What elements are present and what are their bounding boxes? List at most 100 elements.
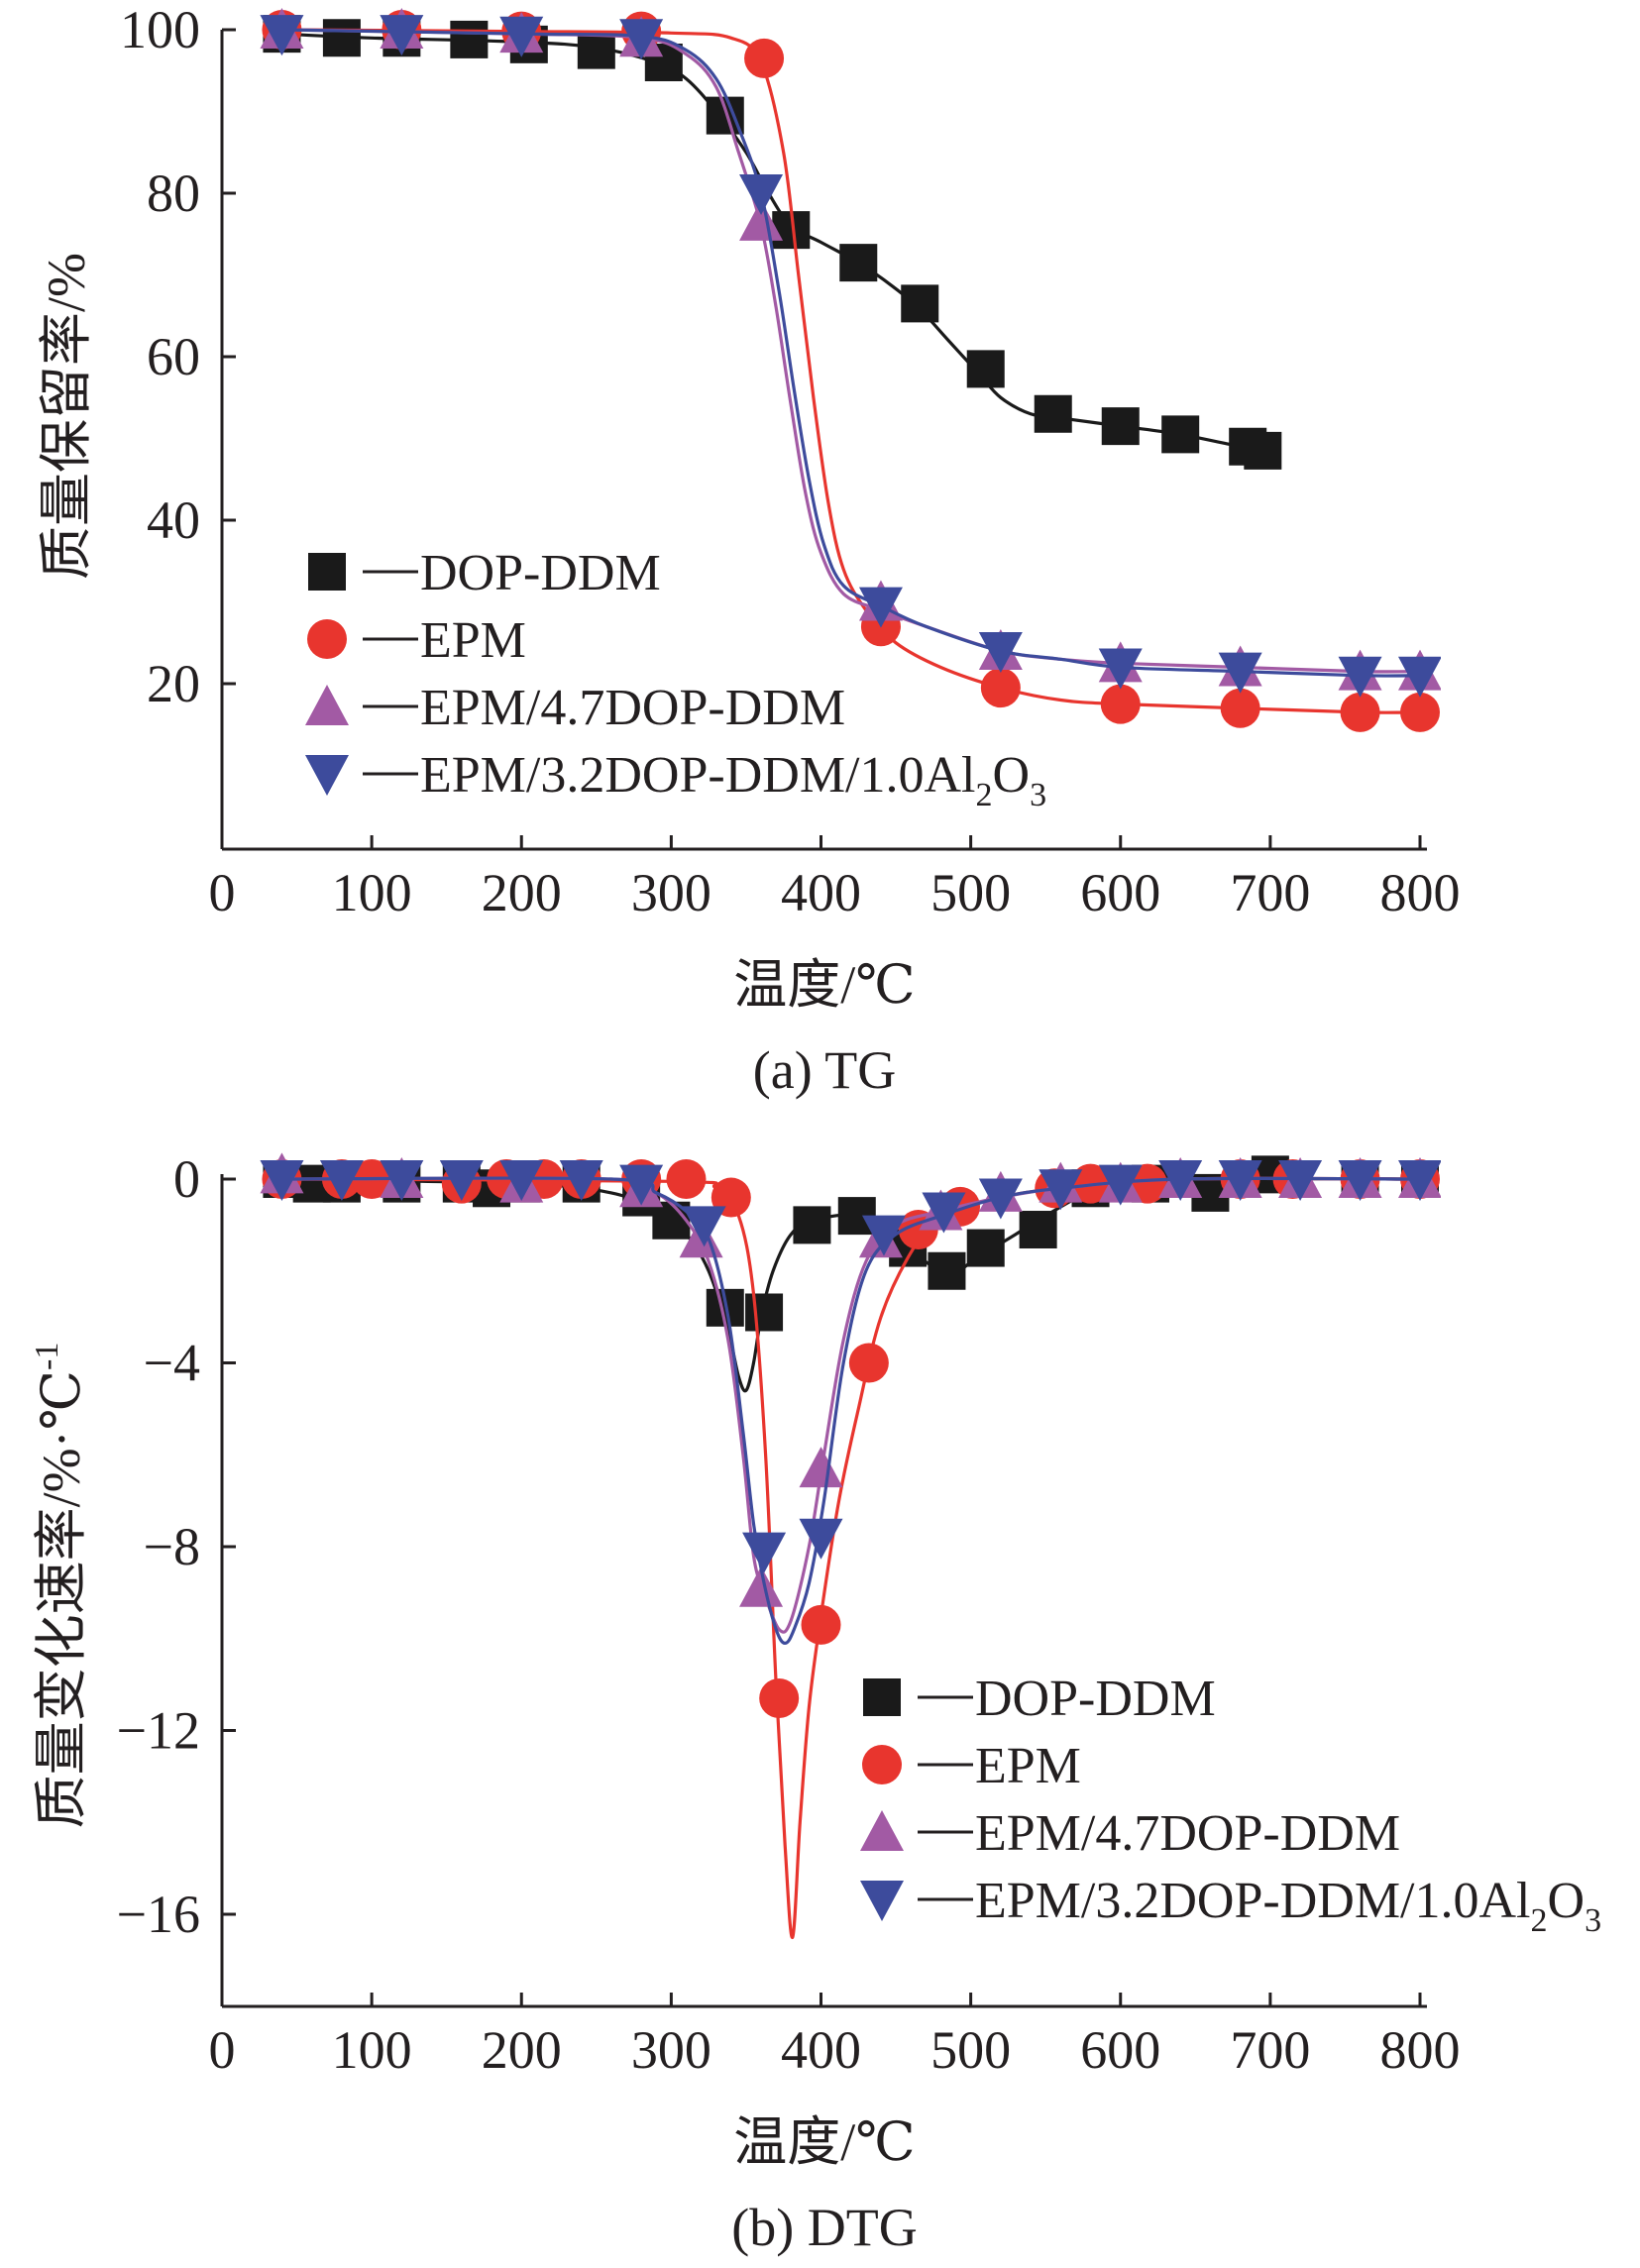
tg-data-point: [739, 199, 784, 241]
tg-legend-label: EPM: [420, 612, 526, 669]
tg-data-point: [380, 15, 424, 56]
dtg-data-point: [260, 1160, 304, 1201]
tg-y-tick-label: 40: [147, 490, 200, 550]
tg-legend-marker: [305, 685, 349, 725]
dtg-data-point: [559, 1160, 603, 1201]
tg-data-point: [1098, 648, 1143, 690]
dtg-y-axis-title: 质量变化速率/%·℃-1: [29, 1343, 91, 1829]
dtg-x-tick-label: 500: [930, 2020, 1011, 2080]
dtg-y-tick-label: −12: [117, 1701, 200, 1761]
tg-x-tick-label: 600: [1080, 863, 1160, 922]
tg-y-tick-label: 60: [147, 327, 200, 386]
dtg-legend-item: EPM/3.2DOP-DDM/1.0Al2O3: [860, 1873, 1601, 1939]
tg-legend-item: EPM/3.2DOP-DDM/1.0Al2O3: [305, 747, 1046, 813]
tg-legend: DOP-DDM EPM EPM/4.7DOP-DDM EPM/3.2DOP-DDM/1…: [305, 545, 1046, 813]
tg-legend-marker: [308, 553, 346, 591]
dtg-y-tick-label: 0: [173, 1149, 200, 1209]
dtg-x-tick-label: 600: [1080, 2020, 1160, 2080]
tg-x-tick-label: 300: [631, 863, 711, 922]
tg-data-point: [1100, 684, 1141, 724]
dtg-data-point: [380, 1160, 424, 1201]
dtg-legend-label: EPM: [975, 1738, 1081, 1794]
dtg-series-line: [281, 1176, 1421, 1646]
dtg-x-tick-label: 100: [332, 2020, 412, 2080]
tg-series-3: [260, 15, 1441, 698]
dtg-data-point: [1278, 1160, 1323, 1201]
tg-data-point: [1340, 692, 1380, 732]
dtg-caption: (b) DTG: [731, 2198, 917, 2257]
dtg-y-tick-label: −4: [144, 1334, 200, 1393]
dtg-y-tick-label: −8: [144, 1517, 200, 1576]
dtg-data-point: [978, 1178, 1023, 1220]
dtg-data-point: [1127, 1163, 1167, 1204]
tg-data-point: [1161, 415, 1200, 454]
dtg-legend-item: EPM/4.7DOP-DDM: [860, 1805, 1400, 1862]
tg-data-point: [839, 244, 878, 282]
dtg-legend: DOP-DDM EPM EPM/4.7DOP-DDM EPM/3.2DOP-DDM/1…: [860, 1671, 1601, 1939]
tg-data-point: [619, 19, 664, 60]
dtg-data-point: [745, 1293, 784, 1332]
tg-y-axis-title: 质量保留率/%: [37, 253, 96, 580]
dtg-legend-label: EPM/4.7DOP-DDM: [975, 1805, 1400, 1862]
dtg-data-point: [1019, 1211, 1057, 1249]
tg-data-point: [1101, 407, 1140, 446]
tg-data-point: [577, 31, 615, 69]
dtg-data-point: [861, 1215, 906, 1256]
tg-x-axis-title: 温度/℃: [733, 955, 915, 1015]
tg-data-point: [980, 668, 1021, 708]
dtg-legend-marker: [863, 1678, 901, 1716]
tg-caption: (a) TG: [753, 1040, 896, 1100]
dtg-x-tick-label: 800: [1380, 2020, 1461, 2080]
dtg-data-point: [848, 1343, 889, 1383]
tg-y-tick-label: 100: [120, 0, 200, 59]
dtg-x-tick-label: 0: [209, 2020, 236, 2080]
dtg-legend-item: DOP-DDM: [863, 1671, 1216, 1727]
tg-data-point: [978, 632, 1023, 673]
dtg-data-point: [1218, 1160, 1262, 1201]
dtg-y-axis-title-main: 质量变化速率/%·℃: [32, 1370, 91, 1828]
tg-data-point: [1398, 656, 1441, 698]
tg-x-tick-label: 500: [930, 863, 1011, 922]
tg-data-point: [499, 16, 544, 57]
dtg-data-point: [922, 1192, 966, 1234]
dtg-y-tick-label: −16: [117, 1885, 200, 1944]
tg-y-tick-label: 80: [147, 163, 200, 223]
tg-series-line: [281, 28, 1421, 714]
tg-x-tick-label: 0: [209, 863, 236, 922]
tg-y-tick-label: 20: [147, 654, 200, 713]
dtg-data-point: [1338, 1160, 1382, 1201]
dtg-legend-item: EPM: [862, 1738, 1081, 1794]
dtg-data-point: [801, 1604, 841, 1645]
dtg-data-point: [759, 1678, 800, 1719]
dtg-data-point: [1039, 1169, 1083, 1211]
dtg-data-point: [799, 1447, 843, 1488]
dtg-legend-label: EPM/3.2DOP-DDM/1.0Al2O3: [975, 1873, 1601, 1939]
dtg-data-point: [1158, 1160, 1203, 1201]
dtg-data-point: [742, 1532, 787, 1573]
tg-data-point: [966, 350, 1005, 388]
tg-data-point: [858, 587, 903, 628]
tg-legend-marker: [305, 755, 349, 796]
dtg-x-axis-title: 温度/℃: [733, 2112, 915, 2172]
tg-data-point: [744, 38, 785, 78]
tg-data-point: [1400, 692, 1440, 732]
tg-legend-item: EPM: [307, 612, 526, 669]
tg-legend-item: DOP-DDM: [308, 545, 661, 601]
dtg-legend-label: DOP-DDM: [975, 1671, 1216, 1727]
dtg-data-point: [1098, 1164, 1143, 1206]
dtg-chart: 0 100 200 300 400 500 600 700 800 0 −4 −8 −12 −16 DO…: [29, 1149, 1601, 2257]
tg-x-tick-label: 700: [1230, 863, 1310, 922]
dtg-legend-marker: [860, 1881, 904, 1921]
tg-x-tick-label: 200: [482, 863, 562, 922]
tg-data-point: [1244, 431, 1282, 470]
tg-legend-item: EPM/4.7DOP-DDM: [305, 680, 845, 736]
tg-legend-label: EPM/3.2DOP-DDM/1.0Al2O3: [420, 747, 1046, 813]
dtg-data-point: [682, 1206, 726, 1247]
tg-legend-marker: [307, 619, 347, 659]
dtg-data-point: [499, 1160, 544, 1201]
tg-data-point: [1034, 394, 1072, 433]
dtg-data-point: [928, 1251, 966, 1290]
dtg-data-point: [793, 1206, 831, 1244]
dtg-data-point: [966, 1229, 1005, 1267]
